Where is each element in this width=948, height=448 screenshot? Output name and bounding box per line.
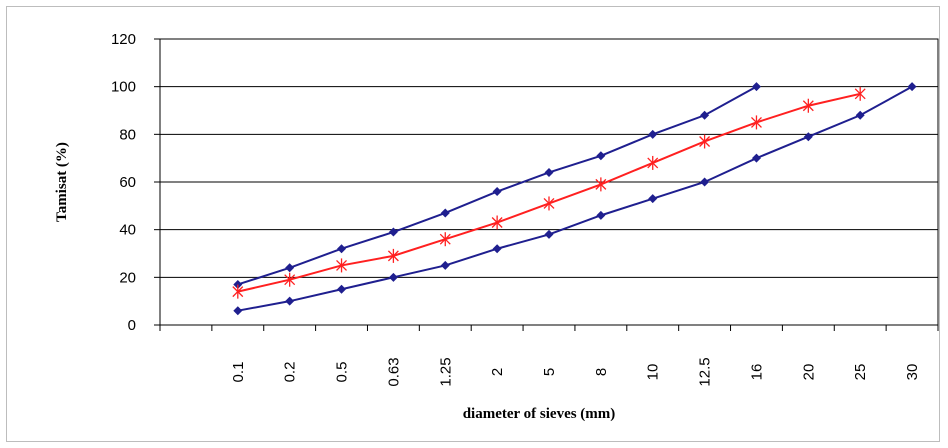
data-point — [336, 258, 347, 273]
data-point — [285, 296, 295, 306]
data-point — [802, 98, 814, 113]
series-2 — [232, 86, 866, 299]
data-point — [803, 132, 813, 142]
y-tick-label: 20 — [119, 269, 136, 286]
y-tick-label: 120 — [111, 31, 136, 48]
data-point — [700, 110, 710, 120]
x-tick-label: 16 — [748, 364, 765, 381]
data-point — [699, 134, 711, 149]
y-tick-label: 0 — [128, 317, 136, 334]
x-tick-label: 0.1 — [230, 362, 247, 383]
data-point — [595, 177, 607, 192]
series-1 — [233, 82, 761, 289]
x-tick-label: 25 — [852, 364, 869, 381]
y-tick-label: 40 — [119, 222, 136, 239]
data-point — [544, 229, 554, 239]
data-point — [751, 82, 761, 92]
y-tick-label: 100 — [111, 79, 136, 96]
data-point — [700, 177, 710, 187]
data-point — [440, 260, 450, 270]
x-axis-ticks: 0.1 0.2 0.5 0.63 1.25 2 5 8 10 12.5 16 20 25 30 — [159, 325, 939, 387]
x-tick-label: 0.5 — [334, 362, 351, 383]
data-point — [855, 110, 865, 120]
data-point — [596, 151, 606, 161]
y-axis-ticks: 0 20 40 60 80 100 120 — [111, 31, 160, 334]
data-point — [233, 306, 243, 316]
data-point — [388, 227, 398, 237]
data-point — [751, 115, 762, 130]
data-point — [337, 244, 347, 254]
x-tick-label: 20 — [800, 364, 817, 381]
x-tick-label: 1.25 — [437, 357, 454, 386]
data-point — [907, 82, 917, 92]
data-point — [492, 244, 502, 254]
series-3 — [233, 82, 917, 316]
y-tick-label: 60 — [119, 174, 136, 191]
data-point — [337, 284, 347, 294]
y-axis-title: Tamisat (%) — [54, 142, 70, 222]
data-point — [647, 155, 659, 170]
data-point — [491, 215, 503, 230]
data-point — [543, 196, 555, 211]
x-tick-label: 0.2 — [282, 362, 299, 383]
data-point — [439, 232, 451, 247]
data-point — [544, 167, 554, 177]
y-tick-label: 80 — [119, 126, 136, 143]
x-tick-label: 12.5 — [697, 357, 714, 386]
x-tick-label: 0.63 — [385, 357, 402, 386]
data-point — [854, 86, 866, 101]
series-line — [237, 85, 913, 312]
x-tick-label: 2 — [489, 368, 506, 376]
x-tick-label: 10 — [645, 364, 662, 381]
data-point — [648, 194, 658, 204]
data-point — [388, 272, 398, 282]
data-point — [596, 210, 606, 220]
data-point — [233, 279, 243, 289]
data-point — [285, 263, 295, 273]
data-point — [492, 187, 502, 197]
x-tick-label: 30 — [904, 364, 921, 381]
x-tick-label: 8 — [593, 368, 610, 376]
x-tick-label: 5 — [541, 368, 558, 376]
data-point — [387, 248, 399, 263]
data-point — [648, 129, 658, 139]
data-point — [440, 208, 450, 218]
series-group — [232, 82, 917, 316]
x-axis-title: diameter of sieves (mm) — [463, 406, 616, 422]
data-point — [284, 272, 296, 287]
data-point — [751, 153, 761, 163]
data-point — [232, 284, 244, 299]
